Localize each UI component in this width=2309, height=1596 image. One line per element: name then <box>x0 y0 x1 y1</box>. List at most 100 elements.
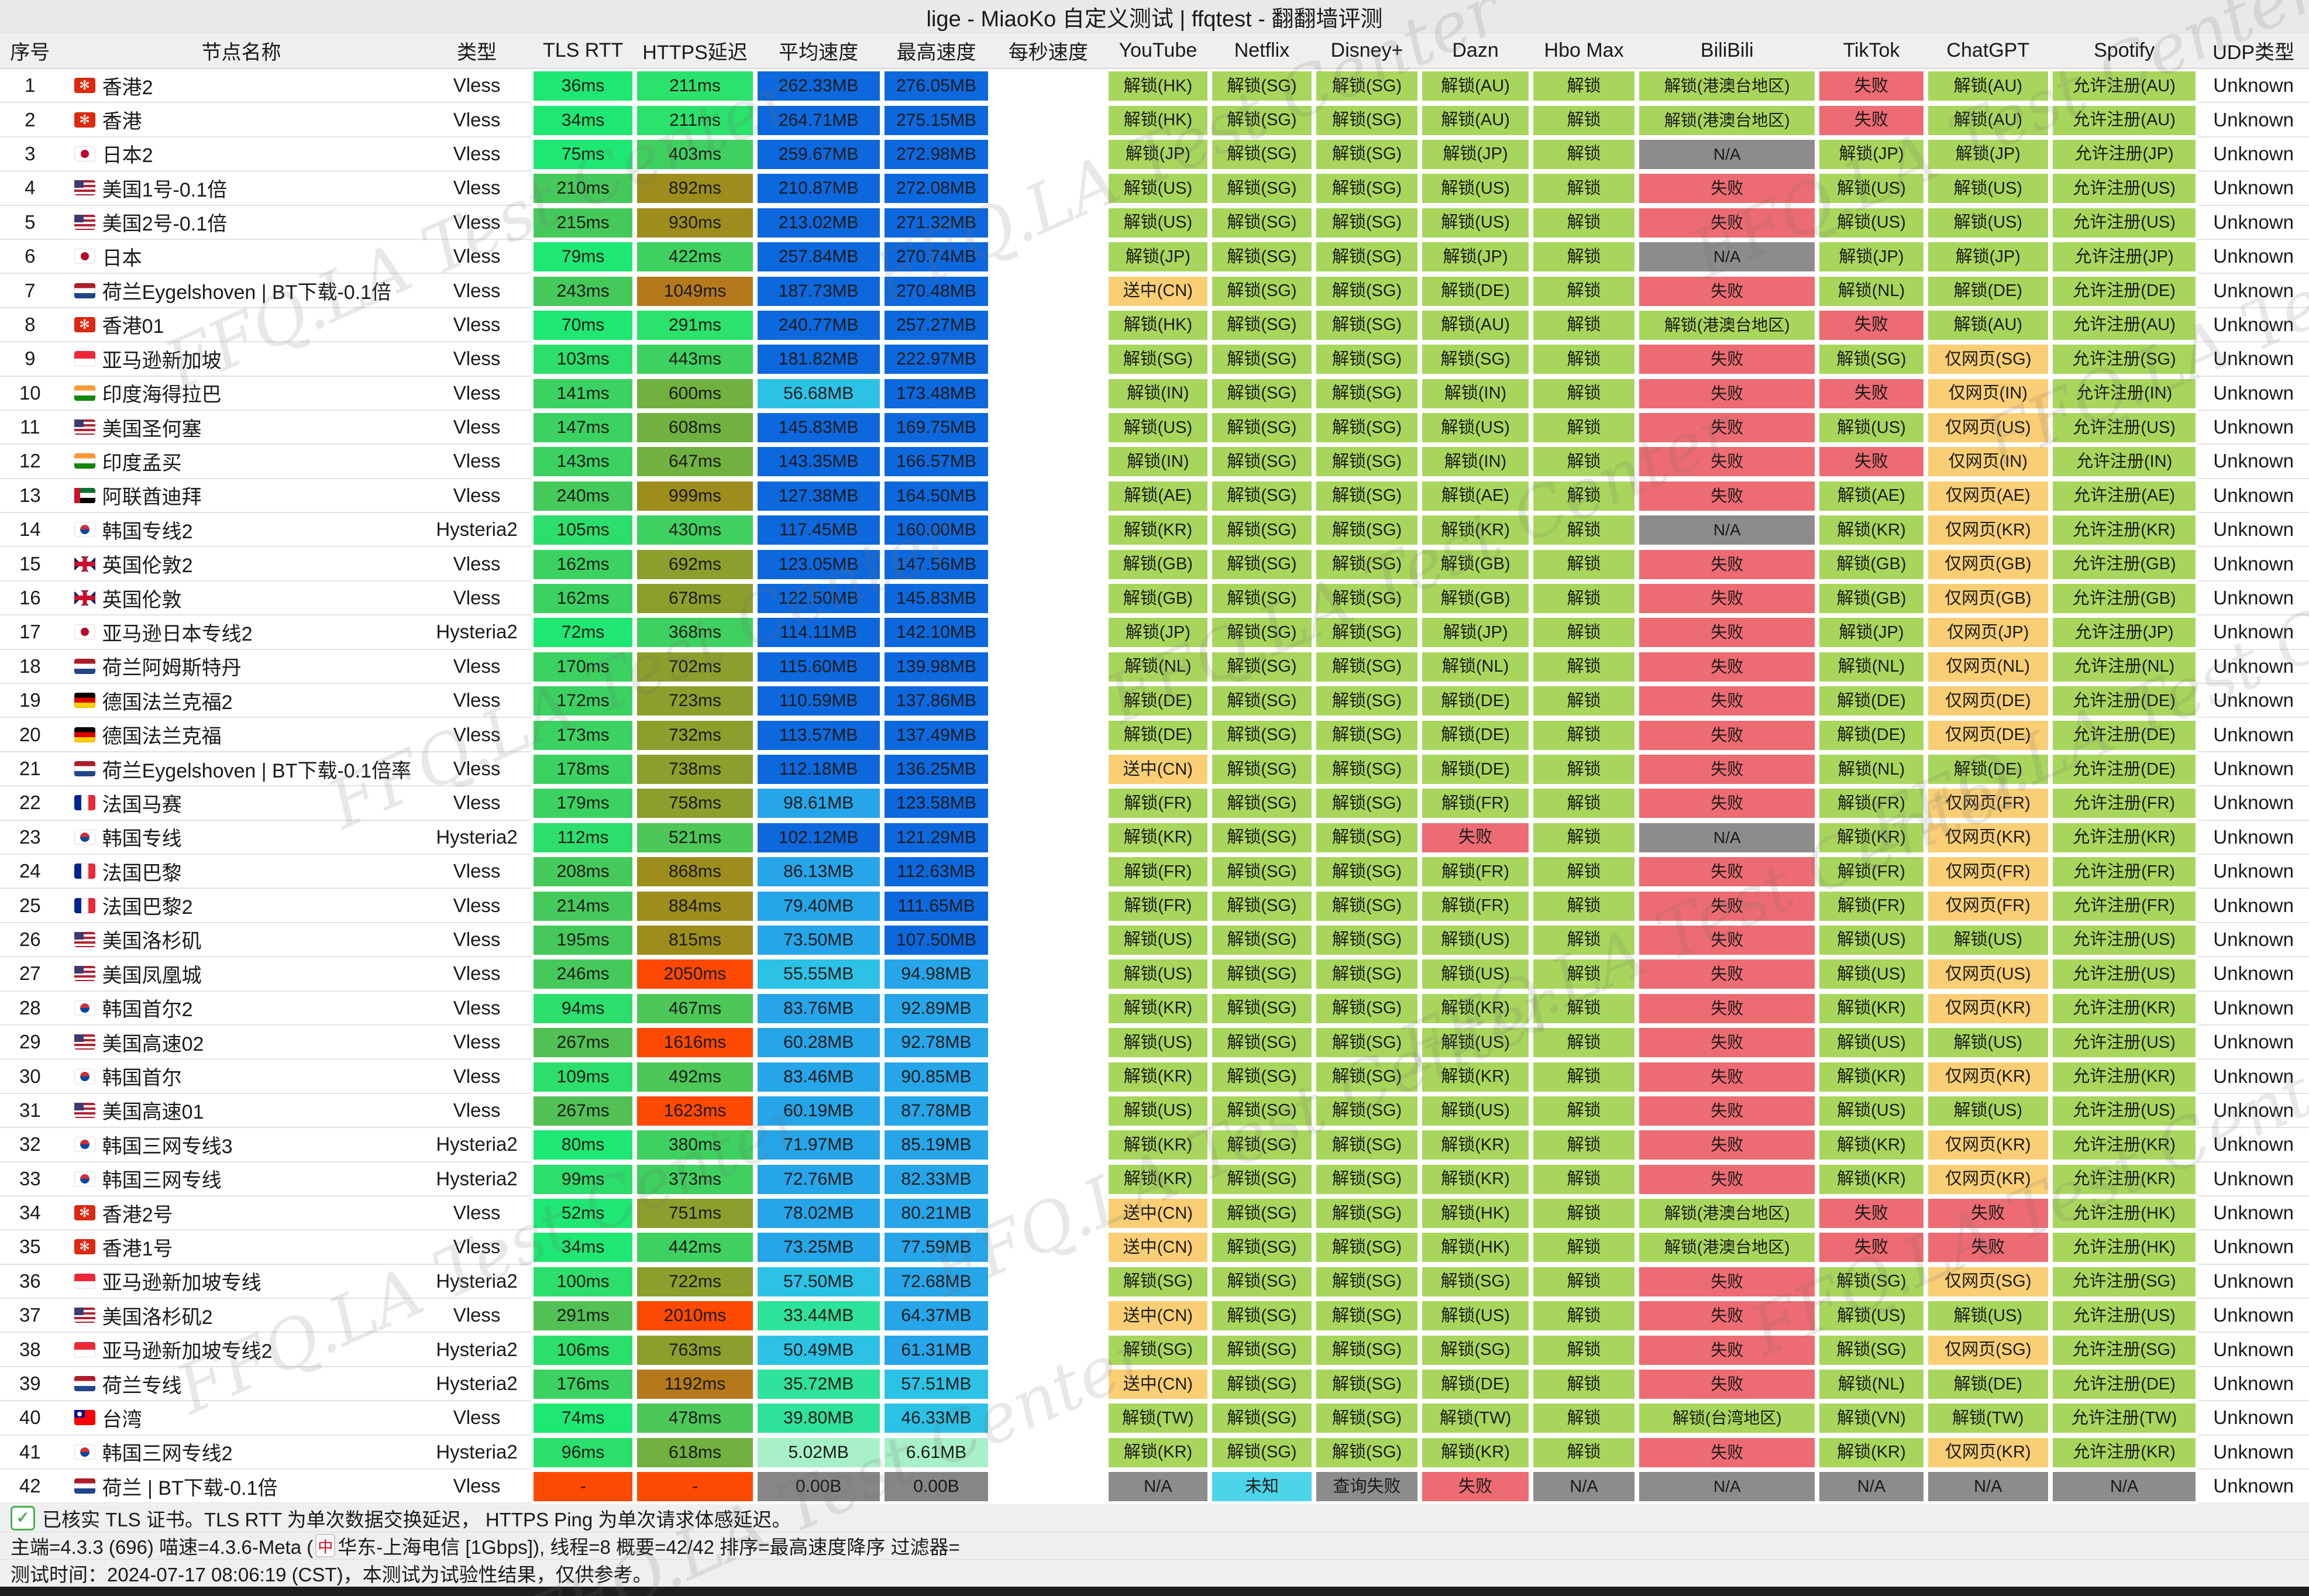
spotify-status-cell: 允许注册(DE) <box>2052 720 2196 750</box>
netflix-status-cell: 解锁(SG) <box>1212 174 1312 204</box>
max-speed-cell: 142.10MB <box>884 618 989 648</box>
https-latency-cell: 521ms <box>637 823 753 852</box>
https-latency-cell: 702ms <box>637 652 753 682</box>
tiktok-status-cell: 解锁(US) <box>1819 1096 1923 1126</box>
row-index: 28 <box>0 991 60 1026</box>
tls-rtt-cell: 80ms <box>533 1130 633 1160</box>
hbomax-status-cell: 解锁 <box>1533 345 1635 374</box>
max-speed-cell: 169.75MB <box>884 413 989 443</box>
node-name: 日本2 <box>102 145 153 167</box>
chatgpt-status-cell: 仅网页(KR) <box>1928 1437 2048 1467</box>
https-latency-cell: 2010ms <box>637 1301 753 1331</box>
row-index: 19 <box>0 684 60 718</box>
de-flag-icon <box>74 727 95 742</box>
spotify-status-cell: 允许注册(KR) <box>2052 1164 2196 1194</box>
table-row: 11 美国圣何塞 Vless 147ms 608ms 145.83MB 169.75MB 解锁… <box>0 410 2309 445</box>
tls-rtt-cell: 75ms <box>533 139 633 169</box>
node-name: 法国巴黎2 <box>102 896 193 919</box>
bottom-edge-bar <box>0 1587 2309 1596</box>
col-header-rtt: TLS RTT <box>531 33 635 69</box>
protocol-type: Vless <box>422 410 531 445</box>
tls-rtt-cell: 179ms <box>533 789 633 818</box>
tls-rtt-cell: 195ms <box>533 925 633 955</box>
https-latency-cell: 763ms <box>637 1335 753 1365</box>
https-latency-cell: 211ms <box>637 71 753 101</box>
spotify-status-cell: 允许注册(US) <box>2052 1028 2196 1058</box>
https-latency-cell: 751ms <box>637 1199 753 1229</box>
row-index: 16 <box>0 581 60 616</box>
node-name-cell: 荷兰Eygelshoven | BT下载-0.1倍 <box>60 276 423 305</box>
row-index: 21 <box>0 752 60 787</box>
per-second-speed-sparkline <box>993 1267 1104 1296</box>
disney-status-cell: 解锁(SG) <box>1316 1370 1418 1399</box>
node-name: 美国1号-0.1倍 <box>102 178 228 201</box>
youtube-status-cell: 解锁(SG) <box>1108 1267 1208 1296</box>
avg-speed-cell: 98.61MB <box>757 789 880 818</box>
udp-status-cell: Unknown <box>2198 171 2309 206</box>
tiktok-status-cell: 解锁(NL) <box>1819 652 1923 682</box>
max-speed-cell: 46.33MB <box>884 1404 989 1433</box>
col-header-disney: Disney+ <box>1313 33 1420 69</box>
node-name-cell: 台湾 <box>60 1404 423 1432</box>
udp-status-cell: Unknown <box>2198 1093 2309 1129</box>
node-name-cell: 英国伦敦2 <box>60 549 423 578</box>
row-index: 24 <box>0 854 60 889</box>
node-name: 香港2号 <box>102 1203 173 1226</box>
protocol-type: Vless <box>422 923 531 958</box>
gb-flag-icon <box>74 556 95 572</box>
row-index: 6 <box>0 239 60 274</box>
netflix-status-cell: 解锁(SG) <box>1212 993 1312 1023</box>
udp-status-cell: Unknown <box>2198 69 2309 104</box>
row-index: 39 <box>0 1367 60 1402</box>
node-name-cell: 香港1号 <box>60 1233 423 1261</box>
tiktok-status-cell: 解锁(US) <box>1819 925 1923 955</box>
max-speed-cell: 222.97MB <box>884 345 989 374</box>
node-name-cell: 美国凤凰城 <box>60 959 423 988</box>
avg-speed-cell: 0.00B <box>757 1472 880 1502</box>
udp-status-cell: Unknown <box>2198 957 2309 992</box>
tiktok-status-cell: N/A <box>1819 1472 1923 1502</box>
node-name-cell: 韩国专线2 <box>60 515 423 544</box>
per-second-speed-sparkline <box>993 379 1104 408</box>
hbomax-status-cell: 解锁 <box>1533 1096 1635 1126</box>
row-index: 2 <box>0 103 60 137</box>
https-latency-cell: 430ms <box>637 515 753 545</box>
tiktok-status-cell: 失败 <box>1819 1199 1923 1229</box>
jp-flag-icon <box>74 146 95 161</box>
chatgpt-status-cell: 解锁(DE) <box>1928 1370 2048 1399</box>
max-speed-cell: 64.37MB <box>884 1301 989 1331</box>
kr-flag-icon <box>74 1137 95 1153</box>
per-second-speed-sparkline <box>993 959 1104 989</box>
tiktok-status-cell: 失败 <box>1819 71 1923 101</box>
per-second-speed-sparkline <box>993 1233 1104 1263</box>
dazn-status-cell: 失败 <box>1422 823 1529 852</box>
udp-status-cell: Unknown <box>2198 1264 2309 1299</box>
bilibili-status-cell: 失败 <box>1639 345 1815 374</box>
protocol-type: Vless <box>422 274 531 308</box>
node-name-cell: 亚马逊新加坡专线2 <box>60 1335 423 1364</box>
tls-rtt-cell: 52ms <box>533 1199 633 1229</box>
udp-status-cell: Unknown <box>2198 308 2309 343</box>
udp-status-cell: Unknown <box>2198 923 2309 958</box>
protocol-type: Hysteria2 <box>422 1435 531 1470</box>
disney-status-cell: 解锁(SG) <box>1316 515 1418 545</box>
per-second-speed-sparkline <box>993 276 1104 306</box>
node-name-cell: 美国洛杉矶2 <box>60 1301 423 1330</box>
node-name: 德国法兰克福2 <box>102 691 233 714</box>
node-name-cell: 阿联酋迪拜 <box>60 481 423 510</box>
udp-status-cell: Unknown <box>2198 854 2309 889</box>
footer-env-post: 华东-上海电信 [1Gbps]), 线程=8 概要=42/42 排序=最高速度降… <box>338 1536 960 1558</box>
chatgpt-status-cell: 仅网页(GB) <box>1928 549 2048 579</box>
hbomax-status-cell: 解锁 <box>1533 276 1635 306</box>
tls-rtt-cell: 109ms <box>533 1062 633 1092</box>
us-flag-icon <box>74 1308 95 1323</box>
max-speed-cell: 61.31MB <box>884 1335 989 1365</box>
node-name-cell: 亚马逊新加坡专线 <box>60 1267 423 1295</box>
chatgpt-status-cell: 仅网页(AE) <box>1928 481 2048 511</box>
spotify-status-cell: N/A <box>2052 1472 2196 1502</box>
dazn-status-cell: 解锁(JP) <box>1422 618 1529 648</box>
disney-status-cell: 解锁(SG) <box>1316 959 1418 989</box>
node-name: 荷兰专线 <box>102 1374 182 1397</box>
per-second-speed-sparkline <box>993 242 1104 272</box>
table-row: 4 美国1号-0.1倍 Vless 210ms 892ms 210.87MB 272.08M… <box>0 171 2309 206</box>
